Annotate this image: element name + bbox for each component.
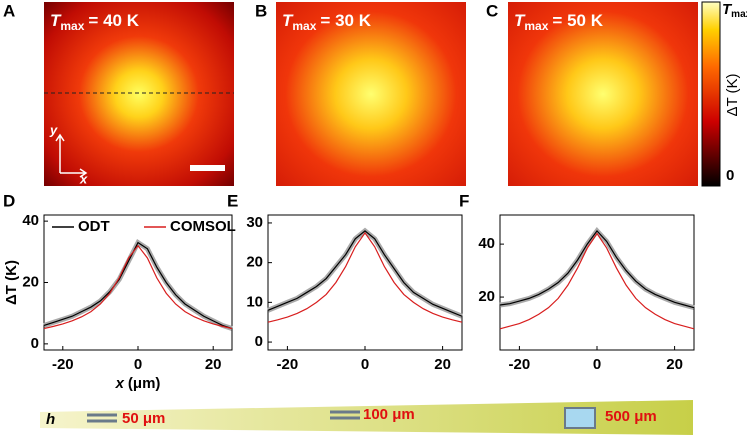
t: T	[722, 1, 733, 18]
error-band	[267, 227, 463, 319]
symbol: T	[514, 11, 526, 30]
sub: max	[731, 9, 747, 20]
wedge-label: 100 μm	[363, 406, 415, 423]
line	[267, 231, 463, 323]
y-axis-label: ΔT (K)	[3, 260, 20, 305]
colorbar	[701, 1, 721, 187]
heatmap	[508, 2, 698, 186]
y-tick-label: 0	[31, 335, 39, 352]
axes-arrows	[55, 133, 88, 178]
unit: (μm)	[128, 375, 161, 392]
y-tick-label: 20	[246, 254, 263, 271]
wedge	[40, 400, 693, 435]
x-tick-label: 20	[205, 356, 222, 373]
x-tick-label: 0	[134, 356, 142, 373]
panel-title: Tmax = 30 K	[282, 11, 372, 33]
x-tick-label: 20	[666, 356, 683, 373]
y-tick-label: 20	[22, 273, 39, 290]
plot-frame	[43, 214, 233, 351]
line	[499, 232, 695, 330]
plot-frame	[499, 214, 695, 351]
axis-y: y	[49, 122, 58, 137]
panel-letter: D	[3, 191, 15, 210]
line	[43, 241, 233, 330]
wedge-label: 500 μm	[605, 408, 657, 425]
gap	[564, 407, 596, 429]
heatmap	[276, 2, 466, 186]
x-axis-label: x (μm)	[115, 375, 161, 392]
line	[43, 244, 233, 330]
wedge-h: h	[46, 411, 55, 428]
panel-letter: A	[3, 1, 15, 20]
sub: max	[524, 19, 548, 33]
panel-letter: B	[255, 1, 267, 20]
colorbar-bottom: 0	[726, 167, 734, 184]
x-tick-label: 20	[434, 356, 451, 373]
panel-letter: C	[486, 1, 498, 20]
legend-label: ODT	[78, 218, 110, 235]
y-tick-label: 10	[246, 293, 263, 310]
plot-frame	[267, 214, 463, 351]
panel-letter: E	[227, 191, 238, 210]
rest: = 40 K	[88, 11, 139, 30]
y-tick-label: 0	[255, 333, 263, 350]
symbol: T	[50, 11, 62, 30]
x-tick-label: 0	[593, 356, 601, 373]
x-tick-label: -20	[277, 356, 299, 373]
y-tick-label: 20	[478, 288, 495, 305]
symbol: T	[282, 11, 294, 30]
sub: max	[60, 19, 84, 33]
colorbar-label: ΔT (K)	[724, 73, 741, 116]
error-band	[499, 226, 695, 311]
y-tick-label: 30	[246, 214, 263, 231]
legend-label: COMSOL	[170, 218, 236, 235]
scale-bar	[190, 165, 225, 171]
wedge-label: 50 μm	[122, 410, 165, 427]
line	[499, 229, 695, 309]
rest: = 50 K	[552, 11, 603, 30]
panel-letter: F	[459, 191, 469, 210]
axis-x: x	[79, 171, 88, 186]
sub: max	[292, 19, 316, 33]
y-tick-label: 40	[478, 235, 495, 252]
plates	[87, 410, 360, 423]
symbol: x	[115, 375, 125, 392]
x-tick-label: 0	[361, 356, 369, 373]
y-tick-label: 40	[22, 212, 39, 229]
heatmap	[44, 2, 234, 186]
panel-title: Tmax = 50 K	[514, 11, 604, 33]
x-tick-label: -20	[52, 356, 74, 373]
rest: = 30 K	[320, 11, 371, 30]
panel-title: Tmax = 40 K	[50, 11, 140, 33]
colorbar-top: Tmax	[722, 1, 747, 20]
x-tick-label: -20	[509, 356, 531, 373]
line	[267, 230, 463, 317]
